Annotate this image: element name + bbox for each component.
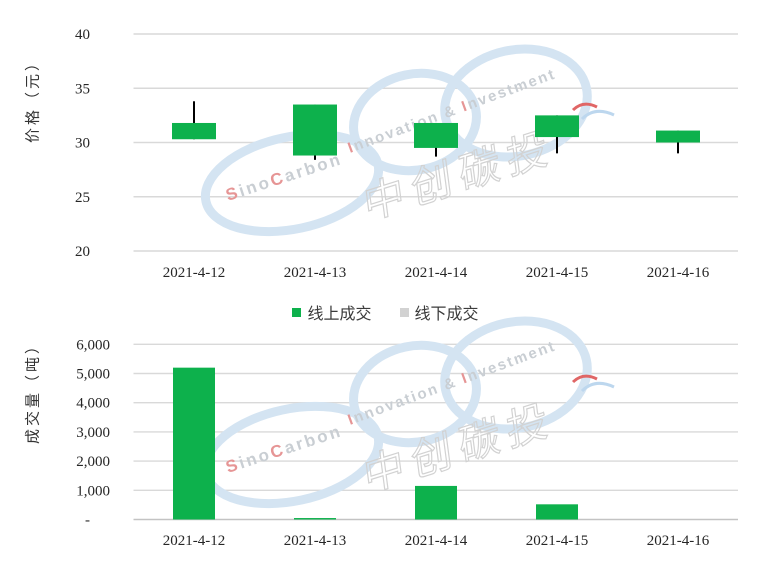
volume-x-tick-label: 2021-4-15 xyxy=(526,533,589,549)
legend-label-offline: 线下成交 xyxy=(414,306,479,323)
candle-body xyxy=(414,122,458,148)
volume-bar xyxy=(415,485,457,520)
volume-y-tick-label: 6,000 xyxy=(76,337,110,353)
price-y-tick-label: 35 xyxy=(75,81,90,97)
watermark-circle-icon xyxy=(349,340,481,448)
volume-bar xyxy=(536,504,578,520)
volume-y-tick-label: 4,000 xyxy=(76,396,110,412)
chart-legend: 线上成交 线下成交 xyxy=(0,300,771,324)
price-y-tick-label: 25 xyxy=(75,190,90,206)
price-x-tick-label: 2021-4-13 xyxy=(284,265,347,281)
legend-label-online: 线上成交 xyxy=(307,306,372,323)
candle-body xyxy=(535,115,579,138)
volume-bar xyxy=(294,518,336,520)
price-y-tick-label: 40 xyxy=(75,27,90,43)
price-y-tick-label: 20 xyxy=(75,244,90,260)
volume-y-tick-label: - xyxy=(85,513,90,529)
price-x-tick-label: 2021-4-12 xyxy=(163,265,226,281)
watermark-blue-swoosh-icon xyxy=(580,109,615,121)
price-x-tick-label: 2021-4-16 xyxy=(647,265,710,281)
price-x-tick-label: 2021-4-15 xyxy=(526,265,589,281)
volume-y-tick-label: 5,000 xyxy=(76,367,110,383)
price-y-tick-label: 30 xyxy=(75,136,90,152)
volume-y-tick-label: 1,000 xyxy=(76,483,110,499)
candle-body xyxy=(293,104,337,156)
price-x-tick-label: 2021-4-14 xyxy=(405,265,468,281)
volume-x-tick-label: 2021-4-14 xyxy=(405,533,468,549)
volume-axis-title: 成交量（吨） xyxy=(25,335,42,445)
legend-item-online: 线上成交 xyxy=(292,300,372,324)
volume-x-tick-label: 2021-4-16 xyxy=(647,533,710,549)
candle-body xyxy=(172,122,216,140)
watermark-blue-swoosh-icon xyxy=(580,381,615,393)
legend-swatch-online-icon xyxy=(292,307,302,317)
volume-bar xyxy=(173,367,215,520)
volume-y-tick-label: 2,000 xyxy=(76,454,110,470)
volume-y-tick-label: 3,000 xyxy=(76,425,110,441)
watermark-circle-icon xyxy=(349,68,481,176)
legend-swatch-offline-icon xyxy=(399,307,409,317)
watermark-circle-icon xyxy=(440,316,592,434)
watermark-red-swoosh-icon xyxy=(571,102,598,112)
legend-item-offline: 线下成交 xyxy=(399,300,479,324)
watermark-red-swoosh-icon xyxy=(571,374,598,384)
volume-x-tick-label: 2021-4-12 xyxy=(163,533,226,549)
price-axis-title: 价格（元） xyxy=(25,52,42,144)
volume-x-tick-label: 2021-4-13 xyxy=(284,533,347,549)
watermark-circle-icon xyxy=(440,44,592,162)
candle-body xyxy=(656,130,700,143)
